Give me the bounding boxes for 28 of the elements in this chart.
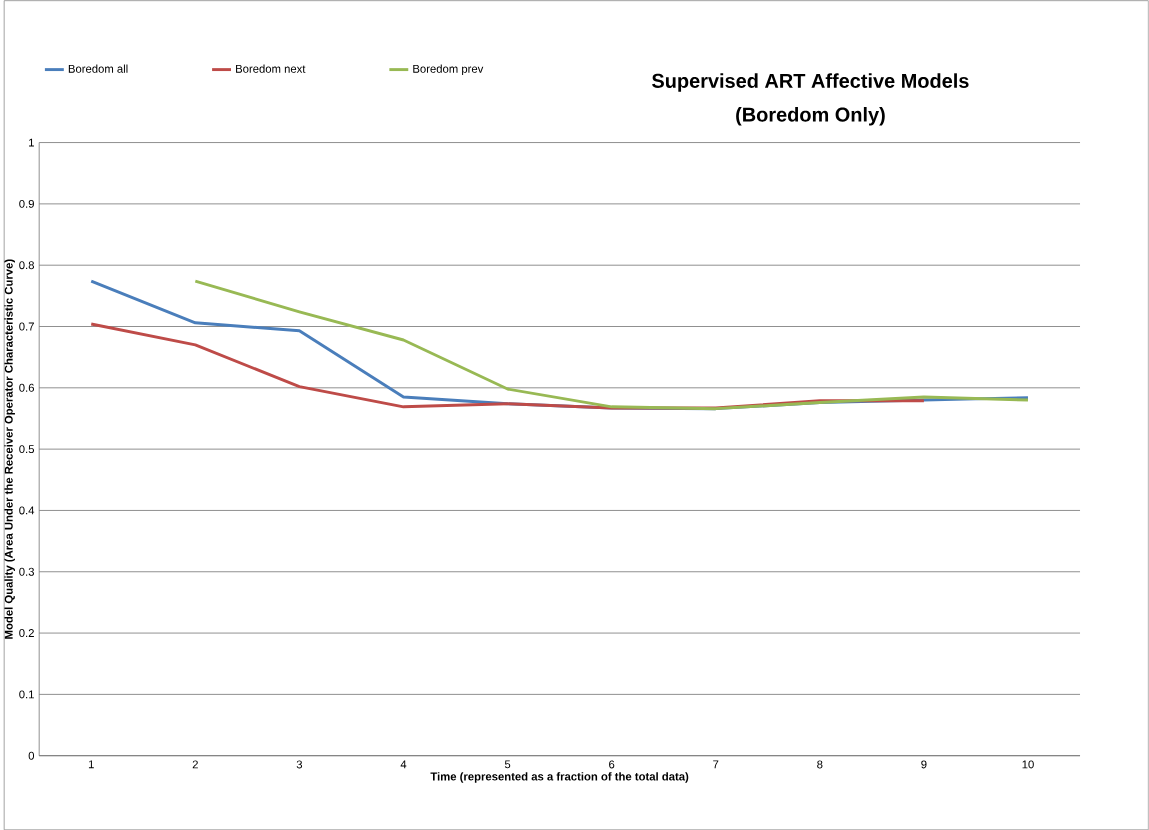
y-tick-label: 1 xyxy=(29,138,34,147)
chart-title: Supervised ART Affective Models xyxy=(652,73,969,92)
x-tick-label: 4 xyxy=(400,760,407,768)
x-tick-label: 3 xyxy=(296,760,303,769)
x-tick-label: 5 xyxy=(504,760,511,769)
y-tick-label: 0 xyxy=(28,751,35,760)
y-tick-label: 0.9 xyxy=(19,199,34,208)
y-tick-label: 0.5 xyxy=(19,444,35,453)
y-tick-label: 0.2 xyxy=(19,628,34,637)
y-tick-label: 0.3 xyxy=(19,567,34,576)
x-tick-label: 10 xyxy=(1022,760,1034,769)
chart-subtitle: (Boredom Only) xyxy=(736,106,885,126)
legend-label: Boredom next xyxy=(236,64,306,73)
x-tick-label: 8 xyxy=(817,760,823,769)
x-tick-label: 9 xyxy=(921,760,927,769)
y-tick-label: 0.4 xyxy=(19,506,35,515)
legend-label: Boredom prev xyxy=(413,64,484,75)
y-tick-label: 0.8 xyxy=(19,260,34,269)
y-tick-label: 0.1 xyxy=(19,690,34,699)
x-tick-label: 1 xyxy=(88,760,94,768)
x-tick-label: 2 xyxy=(192,760,198,769)
x-tick-label: 7 xyxy=(713,760,719,768)
x-axis-title: Time (represented as a fraction of the total data) xyxy=(430,771,689,783)
x-tick-label: 6 xyxy=(609,760,615,769)
legend-label: Boredom all xyxy=(68,64,128,73)
y-tick-label: 0.6 xyxy=(19,383,34,392)
y-axis-title: Model Quality (Area Under the Receiver Operator Characteristic Curve) xyxy=(4,259,15,639)
y-tick-label: 0.7 xyxy=(19,322,34,331)
